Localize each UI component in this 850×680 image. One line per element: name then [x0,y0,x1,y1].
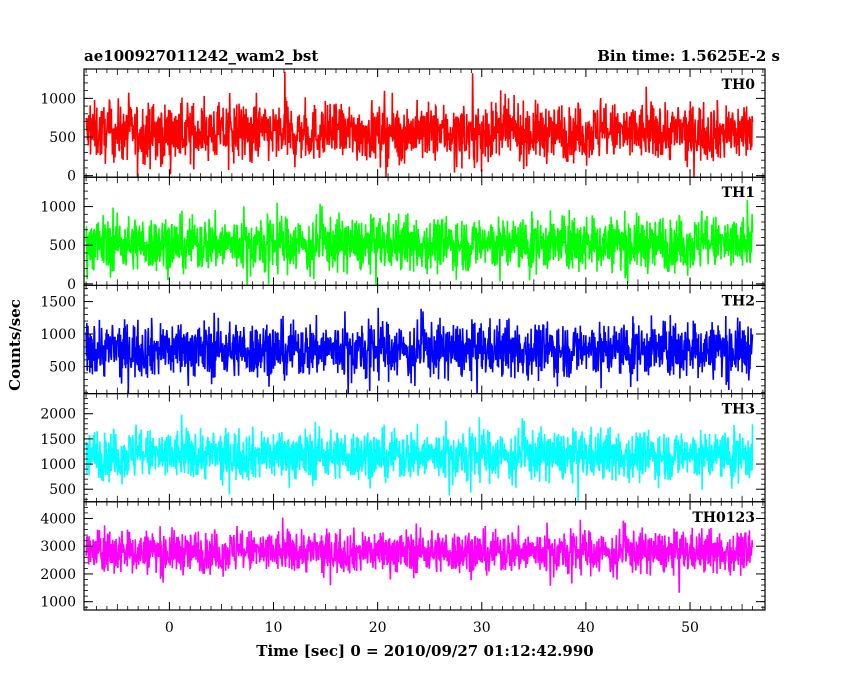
y-tick-label: 1000 [40,200,76,216]
series-th0123 [85,517,754,593]
chart-title: ae100927011242_wam2_bst [84,47,318,65]
x-tick-label: 0 [165,620,174,636]
y-tick-label: 1000 [40,91,76,107]
series-th1 [85,199,754,285]
x-tick-label: 40 [577,620,595,636]
panel-th0: 0 500 1000 TH0 [40,68,766,185]
panel-label: TH1 [722,185,755,201]
panel-th0123: 1000 2000 3000 4000 TH0123 [40,501,766,611]
series-th2 [85,307,754,394]
y-tick-label: 1500 [40,295,76,311]
y-axis-label: Counts/sec [6,299,24,391]
y-tick-label: 1000 [40,457,76,473]
y-tick-label: 500 [49,130,76,146]
y-tick-label: 500 [49,359,76,375]
y-tick-label: 500 [49,238,76,254]
panel-th1: 0 500 1000 TH1 [40,176,766,293]
panel-label: TH0123 [692,510,755,526]
panel-frame [83,501,766,611]
y-tick-label: 2000 [40,407,76,423]
y-tick-label: 1500 [40,432,76,448]
panel-label: TH0 [722,77,756,93]
y-tick-label: 3000 [40,539,76,555]
series-th0 [85,71,754,177]
bin-time-label: Bin time: 1.5625E-2 s [597,47,780,65]
y-tick-label: 4000 [40,511,76,527]
x-tick-label: 30 [473,620,491,636]
panel-th2: 500 1000 1500 TH2 [40,284,766,395]
panel-th3: 500 1000 1500 2000 TH3 [40,393,766,503]
y-tick-label: 2000 [40,567,76,583]
x-axis-label: Time [sec] 0 = 2010/09/27 01:12:42.990 [256,642,593,660]
series-th3 [85,414,754,502]
y-tick-label: 500 [49,482,76,498]
panel-label: TH2 [722,293,755,309]
y-tick-label: 0 [67,277,76,293]
x-tick-label: 50 [681,620,699,636]
x-tick-label: 10 [265,620,283,636]
y-tick-label: 0 [67,169,76,185]
y-tick-label: 1000 [40,327,76,343]
y-tick-label: 1000 [40,595,76,611]
panel-label: TH3 [722,402,755,418]
x-tick-label: 20 [369,620,387,636]
